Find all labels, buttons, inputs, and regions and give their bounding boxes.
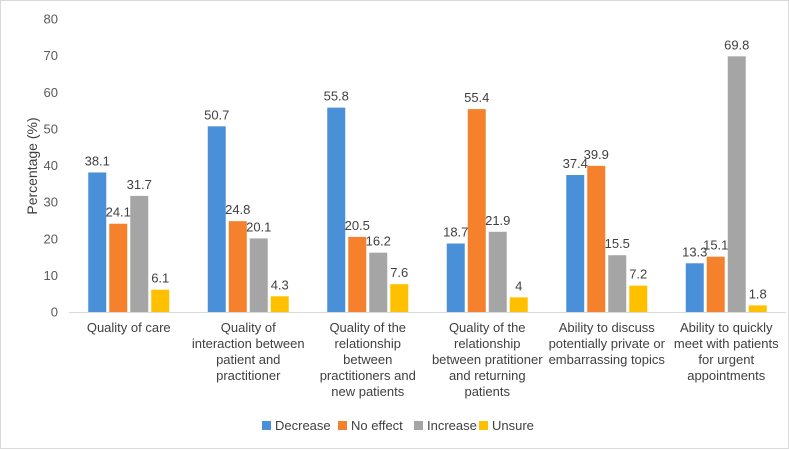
- y-tick-label: 40: [44, 158, 58, 173]
- data-label-unsure: 7.6: [390, 265, 408, 280]
- bar-decrease: [566, 175, 585, 312]
- bar-increase: [369, 252, 388, 312]
- bar-unsure: [151, 289, 170, 312]
- data-label-increase: 15.5: [605, 236, 630, 251]
- bar-no-effect: [587, 165, 606, 312]
- legend-label-decrease: Decrease: [275, 418, 331, 433]
- legend-swatch-increase: [414, 421, 423, 430]
- legend-swatch-decrease: [262, 421, 271, 430]
- data-label-increase: 21.9: [485, 213, 510, 228]
- y-axis: 0 10 20 30 40 50 60 70 80: [44, 12, 58, 320]
- data-label-decrease: 50.7: [204, 107, 229, 122]
- category-label: Quality of the relationship between pratit…: [432, 320, 543, 399]
- bar-increase: [488, 231, 507, 312]
- data-label-decrease: 38.1: [85, 153, 110, 168]
- category-label: Ability to quickly meet with patients for …: [674, 320, 779, 383]
- data-label-increase: 31.7: [127, 177, 152, 192]
- category-label: Quality of care: [87, 320, 171, 335]
- bar-no-effect: [228, 221, 247, 312]
- data-label-decrease: 37.4: [563, 156, 588, 171]
- data-label-increase: 69.8: [724, 37, 749, 52]
- legend-label-no-effect: No effect: [351, 418, 403, 433]
- data-label-increase: 20.1: [246, 219, 271, 234]
- legend-label-increase: Increase: [427, 418, 477, 433]
- data-label-decrease: 55.8: [324, 89, 349, 104]
- bar-decrease: [327, 107, 346, 312]
- bar-no-effect: [348, 236, 367, 312]
- data-label-unsure: 7.2: [629, 267, 647, 282]
- y-tick-label: 60: [44, 85, 58, 100]
- bar-decrease: [88, 172, 107, 312]
- bar-unsure: [509, 297, 528, 312]
- data-label-no-effect: 24.1: [106, 205, 131, 220]
- legend-swatch-unsure: [479, 421, 488, 430]
- data-label-no-effect: 24.8: [225, 202, 250, 217]
- x-axis: Quality of care Quality of interaction bet…: [69, 312, 786, 399]
- bar-decrease: [685, 263, 704, 312]
- category-label: Quality of the relationship between practit…: [320, 320, 416, 399]
- bar-increase: [249, 238, 268, 312]
- data-label-no-effect: 20.5: [345, 218, 370, 233]
- legend: Decrease No effect Increase Unsure: [262, 418, 534, 433]
- legend-swatch-no-effect: [338, 421, 347, 430]
- bar-unsure: [270, 296, 289, 312]
- bar-unsure: [748, 305, 767, 312]
- y-tick-label: 80: [44, 12, 58, 27]
- bar-no-effect: [467, 109, 486, 312]
- bar-unsure: [629, 285, 648, 312]
- y-tick-label: 10: [44, 268, 58, 283]
- data-label-unsure: 4.3: [271, 277, 289, 292]
- data-label-no-effect: 15.1: [703, 238, 728, 253]
- data-label-unsure: 1.8: [749, 286, 767, 301]
- bar-no-effect: [706, 256, 725, 312]
- bar-decrease: [446, 243, 465, 312]
- legend-label-unsure: Unsure: [492, 418, 534, 433]
- data-label-unsure: 6.1: [151, 271, 169, 286]
- y-tick-label: 70: [44, 48, 58, 63]
- data-label-decrease: 13.3: [682, 244, 707, 259]
- bar-increase: [727, 56, 746, 312]
- y-tick-label: 50: [44, 121, 58, 136]
- bar-unsure: [390, 284, 409, 312]
- category-label: Ability to discuss potentially private or…: [549, 320, 666, 367]
- category-label: Quality of interaction between patient and…: [192, 320, 305, 383]
- data-label-no-effect: 39.9: [584, 147, 609, 162]
- data-label-unsure: 4: [515, 278, 522, 293]
- data-label-increase: 16.2: [366, 234, 391, 249]
- bar-no-effect: [109, 223, 128, 312]
- bar-decrease: [207, 126, 226, 312]
- y-axis-title: Percentage (%): [24, 117, 40, 214]
- bar-increase: [608, 255, 627, 312]
- y-tick-label: 30: [44, 195, 58, 210]
- data-label-no-effect: 55.4: [464, 90, 489, 105]
- bar-increase: [130, 195, 149, 312]
- bars: 38.1 24.1 31.7 6.1 50.7 24.8 20.1 4.3 55.8 20.516…: [85, 37, 767, 312]
- y-tick-label: 0: [51, 305, 58, 320]
- data-label-decrease: 18.7: [443, 225, 468, 240]
- y-tick-label: 20: [44, 231, 58, 246]
